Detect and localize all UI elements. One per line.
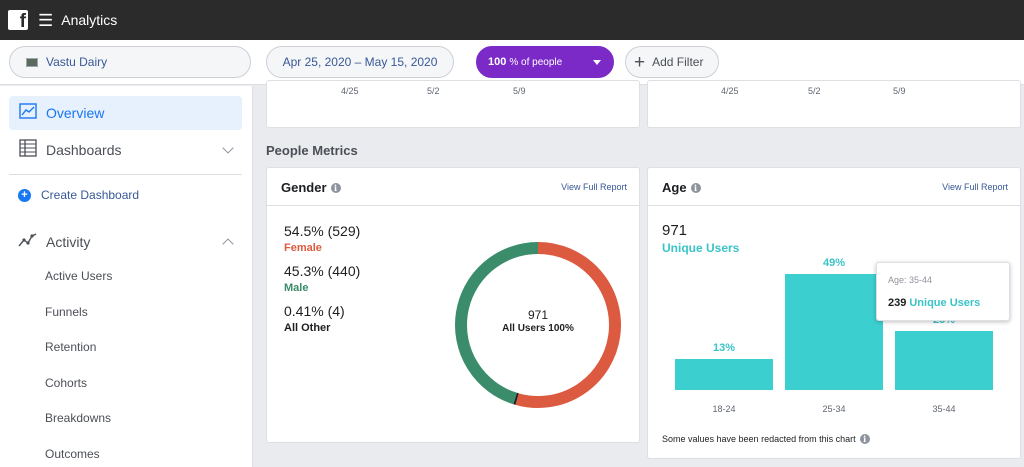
sidebar-item-overview[interactable]: Overview (9, 96, 242, 130)
female-value: 54.5% (529) (284, 223, 361, 239)
hamburger-icon[interactable]: ☰ (38, 10, 54, 30)
line-chart-icon (18, 103, 38, 123)
card-title: Gender i (281, 180, 341, 195)
redaction-note-text: Some values have been redacted from this… (662, 434, 856, 444)
x-tick-label: 5/9 (893, 86, 906, 96)
view-full-report-link[interactable]: View Full Report (942, 182, 1008, 192)
caret-down-icon (593, 60, 601, 65)
sidebar-item-dashboards[interactable]: Dashboards (9, 133, 242, 167)
x-tick-label: 4/25 (341, 86, 359, 96)
info-icon[interactable]: i (330, 182, 341, 193)
age-total-label: Unique Users (662, 241, 740, 255)
age-bar[interactable] (675, 359, 773, 390)
sidebar-item-cohorts[interactable]: Cohorts (45, 376, 88, 390)
sidebar-item-active-users[interactable]: Active Users (45, 269, 113, 283)
card-title: Age i (662, 180, 701, 195)
app-name: Vastu Dairy (46, 55, 108, 69)
chevron-down-icon[interactable] (222, 142, 234, 154)
date-range-label: Apr 25, 2020 – May 15, 2020 (282, 55, 438, 69)
tooltip-value-label: Unique Users (909, 297, 981, 309)
female-segment[interactable] (515, 242, 621, 408)
age-bar[interactable] (895, 330, 993, 390)
top-left-chart-card: 4/25 5/2 5/9 (266, 80, 640, 128)
add-filter-button[interactable]: + Add Filter (625, 46, 719, 78)
age-title: Age (662, 180, 687, 195)
age-tooltip: Age: 35-44 239 Unique Users (876, 262, 1010, 321)
sidebar-item-label: Dashboards (46, 142, 122, 158)
donut-total-label: All Users 100% (502, 323, 574, 334)
section-title: People Metrics (266, 143, 358, 158)
top-right-chart-card: 4/25 5/2 5/9 (647, 80, 1021, 128)
view-full-report-link[interactable]: View Full Report (561, 182, 627, 192)
dashboard-grid-icon (18, 139, 38, 161)
top-bar: f ☰ Analytics (0, 0, 1024, 40)
female-label: Female (284, 242, 322, 254)
x-tick-label: 5/9 (513, 86, 526, 96)
age-bar-category-label: 18-24 (712, 404, 736, 414)
sidebar: Overview Dashboards + Create Dashboard A… (0, 86, 253, 467)
redaction-note: Some values have been redacted from this… (662, 434, 870, 444)
tooltip-value-row: 239 Unique Users (888, 297, 980, 309)
add-filter-label: Add Filter (652, 55, 704, 69)
sidebar-item-retention[interactable]: Retention (45, 340, 97, 354)
tooltip-label: Age: 35-44 (888, 275, 933, 285)
gender-card: Gender i View Full Report 54.5% (529) Fe… (266, 167, 640, 443)
x-tick-label: 5/2 (427, 86, 440, 96)
app-icon (26, 57, 38, 67)
sidebar-item-breakdowns[interactable]: Breakdowns (45, 411, 112, 425)
facebook-logo-icon[interactable]: f (8, 10, 28, 32)
activity-icon (18, 232, 38, 252)
tooltip-value: 239 (888, 297, 907, 309)
male-segment[interactable] (455, 242, 539, 405)
age-bar-value-label: 49% (822, 257, 846, 270)
age-bar-category-label: 35-44 (932, 404, 956, 414)
age-card-header: Age i View Full Report (648, 168, 1020, 206)
app-title: Analytics (61, 12, 118, 28)
create-dashboard-label: Create Dashboard (41, 188, 140, 202)
plus-icon: + (634, 51, 646, 73)
gender-title: Gender (281, 180, 327, 195)
create-dashboard-link[interactable]: + Create Dashboard (18, 188, 139, 202)
people-percent-dropdown[interactable]: 100% of people (476, 46, 614, 78)
age-bar-category-label: 25-34 (822, 404, 846, 414)
sidebar-item-outcomes[interactable]: Outcomes (45, 447, 100, 461)
people-percent-suffix: % of people (509, 56, 563, 68)
info-icon[interactable]: i (859, 434, 870, 444)
male-value: 45.3% (440) (284, 263, 361, 279)
chevron-up-icon[interactable] (222, 238, 234, 250)
x-tick-label: 5/2 (808, 86, 821, 96)
age-bar-value-label: 13% (712, 342, 736, 355)
plus-circle-icon: + (18, 188, 31, 202)
sidebar-item-funnels[interactable]: Funnels (45, 305, 88, 319)
other-segment[interactable] (513, 392, 519, 405)
gender-donut-chart (455, 242, 621, 408)
donut-total: 971 (527, 308, 549, 322)
sidebar-divider (9, 174, 242, 175)
filter-bar: Vastu Dairy Apr 25, 2020 – May 15, 2020 … (0, 40, 1024, 85)
age-total: 971 (662, 222, 688, 239)
age-bar[interactable] (785, 274, 883, 390)
x-tick-label: 4/25 (721, 86, 739, 96)
sidebar-item-label: Overview (46, 105, 105, 121)
info-icon[interactable]: i (690, 182, 701, 193)
people-percent-value: 100 (488, 56, 507, 68)
other-label: All Other (284, 322, 331, 334)
date-range-picker[interactable]: Apr 25, 2020 – May 15, 2020 (266, 46, 454, 78)
sidebar-item-label: Activity (46, 234, 91, 250)
male-label: Male (284, 282, 309, 294)
other-value: 0.41% (4) (284, 303, 345, 319)
gender-card-header: Gender i View Full Report (267, 168, 639, 206)
sidebar-item-activity[interactable]: Activity (9, 225, 242, 259)
app-selector[interactable]: Vastu Dairy (9, 46, 251, 78)
